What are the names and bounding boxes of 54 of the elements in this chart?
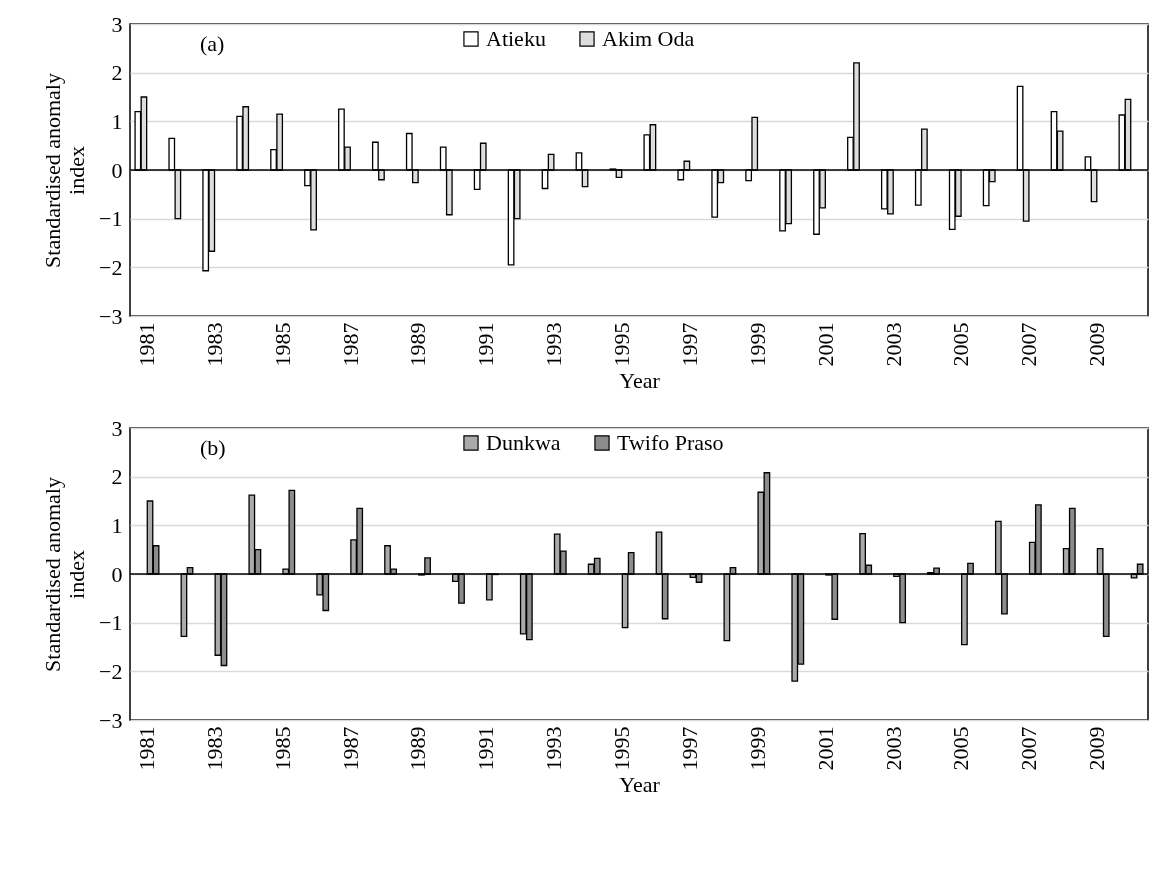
- legend-label: Atieku: [486, 26, 546, 51]
- x-tick-label: 2009: [1084, 322, 1110, 367]
- x-tick-label: 1983: [201, 726, 227, 771]
- x-tick-label: 1995: [609, 726, 635, 771]
- y-axis-title: Standardised anomaly index: [40, 73, 90, 268]
- x-tick-label: 1991: [473, 726, 499, 771]
- y-tick-label: 0: [111, 561, 123, 587]
- legend-label: Akim Oda: [602, 26, 695, 51]
- annotation: (a): [200, 31, 225, 56]
- x-tick-label: 1995: [609, 322, 635, 367]
- x-tick-label: 1985: [269, 322, 295, 367]
- legend-label: Twifo Praso: [617, 430, 724, 455]
- x-tick-label: 2001: [812, 322, 838, 367]
- x-tick-label: 2003: [880, 322, 906, 367]
- y-tick-label: 2: [111, 464, 123, 490]
- x-tick-label: 1997: [676, 726, 702, 771]
- y-tick-label: −1: [99, 610, 123, 636]
- x-tick-label: 2003: [880, 726, 906, 771]
- x-tick-label: 2007: [1016, 322, 1042, 367]
- x-tick-label: 2009: [1084, 726, 1110, 771]
- x-tick-label: 2001: [812, 726, 838, 771]
- y-tick-label: 1: [111, 512, 123, 538]
- x-tick-label: 2007: [1016, 726, 1042, 771]
- y-tick-label: −2: [99, 254, 123, 280]
- y-tick-label: −3: [99, 707, 123, 733]
- y-tick-label: −2: [99, 658, 123, 684]
- x-tick-label: 1989: [405, 322, 431, 367]
- x-tick-label: 1987: [337, 322, 363, 367]
- x-axis-title: Year: [619, 771, 661, 797]
- y-tick-label: 1: [111, 108, 123, 134]
- y-tick-label: 2: [111, 60, 123, 86]
- y-axis-title: Standardised anomaly index: [40, 477, 90, 672]
- x-tick-label: 1981: [133, 322, 159, 367]
- legend-label: Dunkwa: [486, 430, 561, 455]
- x-tick-label: 1985: [269, 726, 295, 771]
- x-tick-label: 1983: [201, 322, 227, 367]
- x-tick-label: 2005: [948, 726, 974, 771]
- y-tick-label: −1: [99, 206, 123, 232]
- x-tick-label: 1993: [541, 322, 567, 367]
- y-tick-label: 0: [111, 157, 123, 183]
- x-tick-label: 1999: [744, 322, 770, 367]
- x-tick-label: 1997: [676, 322, 702, 367]
- x-tick-label: 1987: [337, 726, 363, 771]
- x-tick-label: 1991: [473, 322, 499, 367]
- x-tick-label: 1993: [541, 726, 567, 771]
- y-tick-label: −3: [99, 303, 123, 329]
- annotation: (b): [200, 435, 226, 460]
- x-tick-label: 1999: [744, 726, 770, 771]
- x-tick-label: 2005: [948, 322, 974, 367]
- y-tick-label: 3: [111, 415, 123, 441]
- x-axis-title: Year: [619, 367, 661, 393]
- x-tick-label: 1981: [133, 726, 159, 771]
- y-tick-label: 3: [111, 11, 123, 37]
- x-tick-label: 1989: [405, 726, 431, 771]
